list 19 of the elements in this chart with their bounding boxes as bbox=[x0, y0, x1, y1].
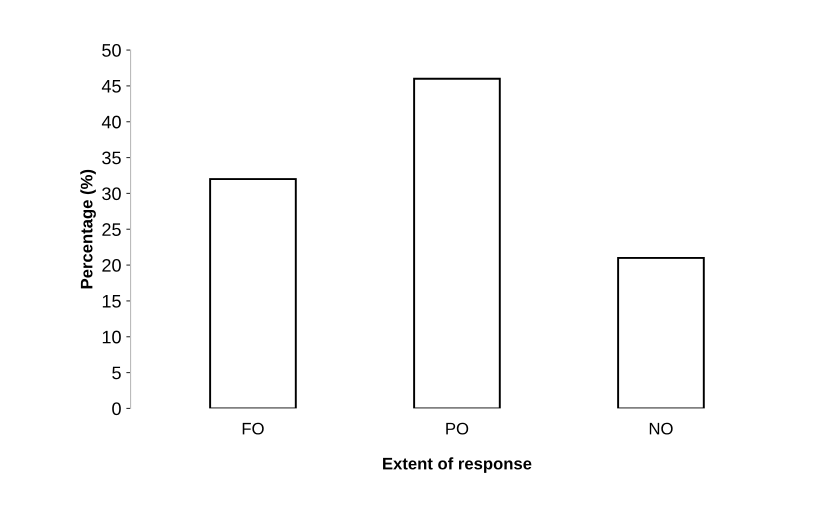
y-tick-label: 50 bbox=[102, 44, 121, 57]
y-tick-label: 35 bbox=[102, 152, 121, 164]
x-tick-label: NO bbox=[650, 422, 673, 435]
y-tick-label: 10 bbox=[102, 330, 121, 344]
y-axis-title: Percentage (%) bbox=[80, 170, 96, 288]
y-tick-label: 45 bbox=[102, 80, 121, 93]
y-tick-label: 40 bbox=[102, 116, 121, 128]
y-tick-label: 20 bbox=[102, 259, 121, 272]
y-tick-label: 15 bbox=[102, 295, 121, 308]
x-tick-label: FO bbox=[242, 422, 264, 435]
y-tick-label: 25 bbox=[102, 223, 121, 236]
y-tick-label: 0 bbox=[112, 402, 121, 416]
bar bbox=[209, 178, 297, 408]
y-tick-label: 30 bbox=[102, 187, 121, 200]
x-tick-label: PO bbox=[446, 422, 468, 435]
y-tick-label: 5 bbox=[112, 366, 121, 380]
bar bbox=[413, 78, 501, 408]
bar bbox=[617, 256, 705, 408]
x-axis-title: Extent of response bbox=[383, 457, 532, 473]
